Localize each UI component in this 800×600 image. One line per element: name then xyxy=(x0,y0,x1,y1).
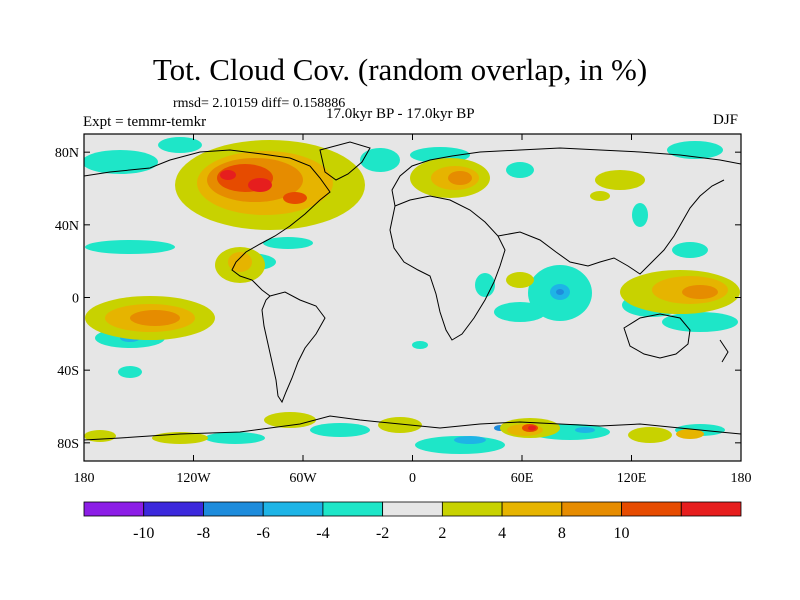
asia-south-coast xyxy=(497,179,725,275)
africa-coast xyxy=(389,195,506,341)
lon-tick-label: 120W xyxy=(176,471,211,486)
colorbar-label: -8 xyxy=(197,525,210,542)
lon-tick-label: 120E xyxy=(617,471,647,486)
colorbar-label: -6 xyxy=(257,525,270,542)
colorbar-swatch xyxy=(382,501,443,517)
peak-positive-anomaly xyxy=(220,170,536,431)
colorbar-label: 4 xyxy=(498,525,506,542)
map-title: Tot. Cloud Cov. (random overlap, in %) xyxy=(152,52,648,87)
australia-coast xyxy=(623,313,691,359)
lat-tick-label: 80S xyxy=(57,437,79,452)
lat-tick-label: 80N xyxy=(55,146,79,161)
colorbar-swatch xyxy=(83,501,145,517)
lon-tick-label: 180 xyxy=(731,471,752,486)
south-america-coast xyxy=(261,291,326,404)
colorbar-swatch xyxy=(322,501,384,517)
colorbar-swatch xyxy=(561,501,622,517)
colorbar-label: -10 xyxy=(133,525,154,542)
eurasia-north-coast xyxy=(391,147,741,207)
lon-tick-label: 180 xyxy=(74,471,95,486)
longitude-axis: 180 120W 60W 0 60E 120E 180 xyxy=(74,134,752,486)
colorbar-label: -4 xyxy=(316,525,329,542)
season-label: DJF xyxy=(713,112,739,128)
colorbar-label: 2 xyxy=(438,525,446,542)
latitude-axis: 80N 40N 0 40S 80S xyxy=(55,146,741,452)
antarctica-coast xyxy=(84,415,741,441)
colorbar: -10 -8 -6 -4 -2 2 4 8 10 xyxy=(83,501,742,542)
colorbar-swatch xyxy=(501,501,563,517)
colorbar-swatch xyxy=(262,501,324,517)
lat-tick-label: 0 xyxy=(72,292,79,307)
colorbar-swatch xyxy=(441,501,503,517)
lat-tick-label: 40N xyxy=(55,219,79,234)
greenland-coast xyxy=(319,141,371,181)
lon-tick-label: 0 xyxy=(409,471,416,486)
colorbar-label: -2 xyxy=(376,525,389,542)
new-zealand-coast xyxy=(719,339,729,363)
colorbar-label: 8 xyxy=(558,525,566,542)
colorbar-label: 10 xyxy=(614,525,630,542)
colorbar-swatch xyxy=(621,501,682,517)
lat-tick-label: 40S xyxy=(57,364,79,379)
colorbar-swatch xyxy=(680,501,742,517)
lon-tick-label: 60E xyxy=(511,471,534,486)
experiment-label: Expt = temmr-temkr xyxy=(83,114,207,130)
period-label: 17.0kyr BP - 17.0kyr BP xyxy=(326,106,475,122)
colorbar-swatch xyxy=(203,501,264,517)
coastlines xyxy=(84,141,741,441)
north-america-coast xyxy=(84,149,331,297)
lon-tick-label: 60W xyxy=(289,471,317,486)
colorbar-swatch xyxy=(143,501,204,517)
stats-label: rmsd= 2.10159 diff= 0.158886 xyxy=(173,96,346,111)
